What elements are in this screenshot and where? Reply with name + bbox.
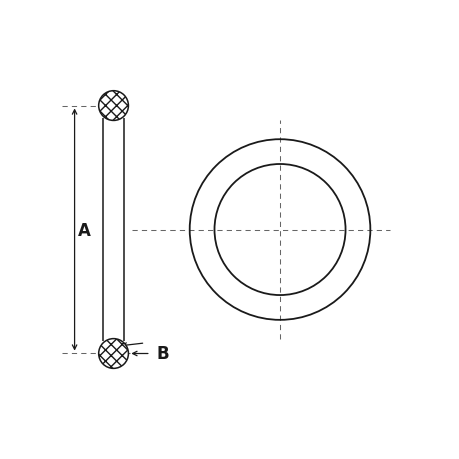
Text: B: B (157, 345, 169, 363)
Circle shape (99, 91, 128, 121)
Text: A: A (78, 221, 90, 239)
Circle shape (99, 339, 128, 369)
